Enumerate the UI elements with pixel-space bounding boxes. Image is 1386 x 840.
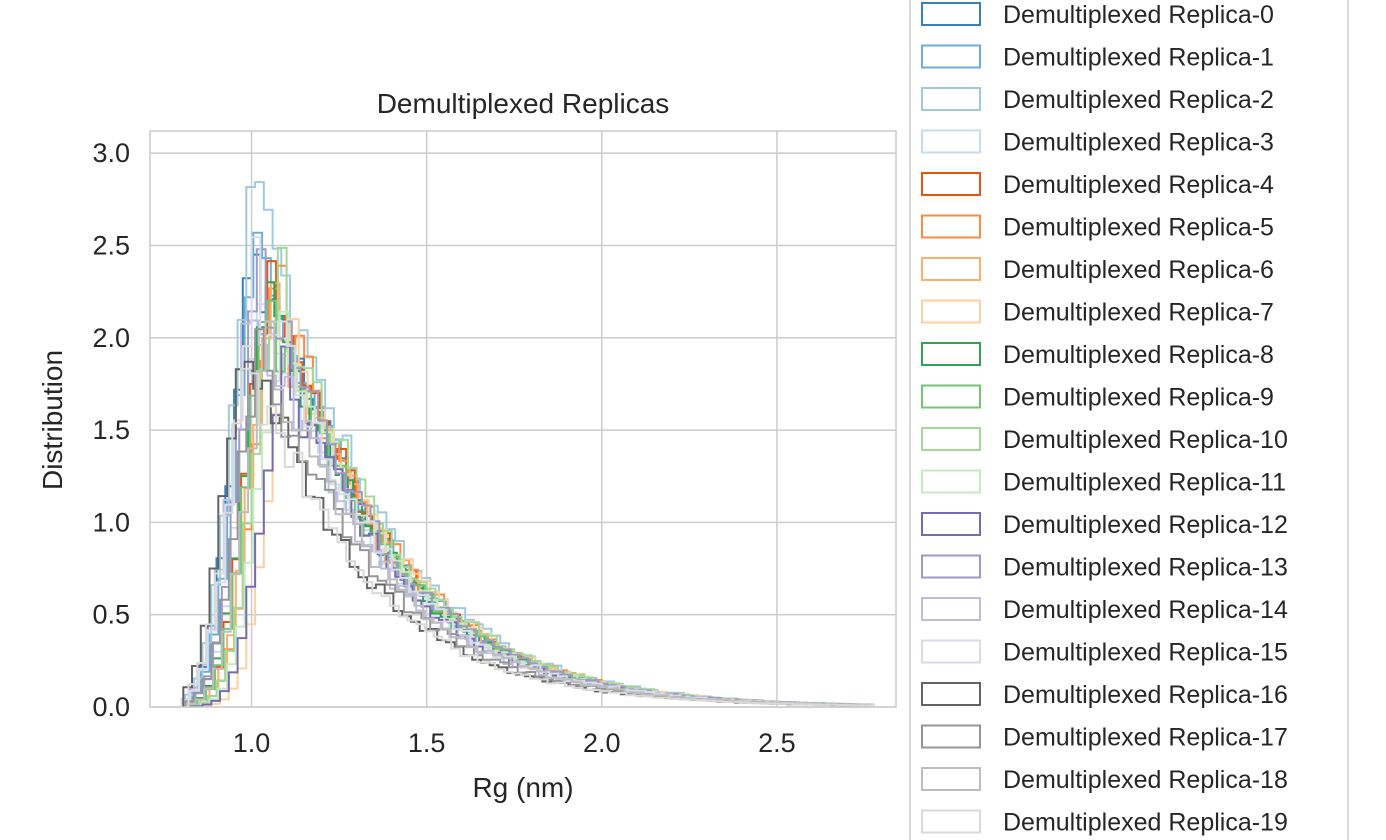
legend-item: Demultiplexed Replica-13 <box>921 554 1288 582</box>
legend-label: Demultiplexed Replica-1 <box>1003 44 1274 72</box>
legend-swatch <box>921 767 981 791</box>
legend-item: Demultiplexed Replica-14 <box>921 596 1288 624</box>
legend-swatch <box>921 257 981 281</box>
legend-swatch <box>921 87 981 111</box>
legend-label: Demultiplexed Replica-8 <box>1003 341 1274 369</box>
y-axis-ticks: 0.0 0.5 1.0 1.5 2.0 2.5 3.0 <box>92 138 130 722</box>
legend-label: Demultiplexed Replica-7 <box>1003 299 1274 327</box>
legend-label: Demultiplexed Replica-19 <box>1003 809 1288 837</box>
histogram-series-15 <box>180 236 875 707</box>
histogram-series-19 <box>187 367 873 707</box>
legend-label: Demultiplexed Replica-3 <box>1003 129 1274 157</box>
legend-label: Demultiplexed Replica-6 <box>1003 256 1274 284</box>
y-axis-title: Distribution <box>37 350 68 490</box>
legend-item: Demultiplexed Replica-1 <box>921 44 1274 72</box>
legend-item: Demultiplexed Replica-8 <box>921 341 1274 369</box>
legend-item: Demultiplexed Replica-17 <box>921 724 1288 752</box>
legend-swatch <box>921 129 981 154</box>
legend-frame <box>909 0 1349 840</box>
legend-label: Demultiplexed Replica-2 <box>1003 86 1274 114</box>
legend-label: Demultiplexed Replica-15 <box>1003 639 1288 667</box>
y-tick-label: 1.5 <box>92 415 130 445</box>
legend-item: Demultiplexed Replica-15 <box>921 639 1288 667</box>
y-tick-label: 0.0 <box>92 692 130 722</box>
legend-item: Demultiplexed Replica-0 <box>921 1 1274 29</box>
x-axis-title: Rg (nm) <box>472 772 573 803</box>
legend-label: Demultiplexed Replica-5 <box>1003 214 1274 242</box>
legend-swatch <box>921 639 981 664</box>
x-axis-ticks: 1.0 1.5 2.0 2.5 <box>233 728 796 758</box>
legend-item: Demultiplexed Replica-11 <box>921 469 1286 497</box>
x-tick-label: 2.5 <box>758 728 796 758</box>
legend-label: Demultiplexed Replica-11 <box>1003 469 1286 497</box>
legend-swatch <box>921 384 981 409</box>
legend-item: Demultiplexed Replica-4 <box>921 171 1274 199</box>
chart-title: Demultiplexed Replicas <box>377 88 670 119</box>
y-tick-label: 3.0 <box>92 138 130 168</box>
legend-label: Demultiplexed Replica-17 <box>1003 724 1288 752</box>
legend-label: Demultiplexed Replica-14 <box>1003 596 1288 624</box>
legend-label: Demultiplexed Replica-13 <box>1003 554 1288 582</box>
legend-swatch <box>921 214 981 239</box>
x-tick-label: 1.5 <box>408 728 446 758</box>
legend-item: Demultiplexed Replica-7 <box>921 299 1274 327</box>
legend-item: Demultiplexed Replica-9 <box>921 384 1274 412</box>
legend-label: Demultiplexed Replica-10 <box>1003 426 1288 454</box>
legend-label: Demultiplexed Replica-16 <box>1003 681 1288 709</box>
legend-swatch <box>921 597 981 621</box>
legend: Demultiplexed Replica-0 Demultiplexed Rep… <box>909 0 1349 840</box>
legend-swatch <box>921 809 981 834</box>
histogram-series-12 <box>184 345 869 708</box>
legend-item: Demultiplexed Replica-18 <box>921 766 1288 794</box>
legend-item: Demultiplexed Replica-10 <box>921 426 1288 454</box>
legend-items: Demultiplexed Replica-0 Demultiplexed Rep… <box>921 1 1288 837</box>
legend-swatch <box>921 554 981 579</box>
legend-label: Demultiplexed Replica-9 <box>1003 384 1274 412</box>
histogram-series-18 <box>185 320 871 707</box>
legend-label: Demultiplexed Replica-0 <box>1003 1 1274 29</box>
y-tick-label: 1.0 <box>92 507 130 537</box>
legend-item: Demultiplexed Replica-12 <box>921 511 1288 539</box>
legend-swatch <box>921 342 981 366</box>
legend-label: Demultiplexed Replica-4 <box>1003 171 1274 199</box>
y-tick-label: 2.0 <box>92 323 130 353</box>
legend-item: Demultiplexed Replica-6 <box>921 256 1274 284</box>
legend-swatch <box>921 469 981 494</box>
legend-swatch <box>921 44 981 69</box>
legend-swatch <box>921 512 981 536</box>
legend-item: Demultiplexed Replica-16 <box>921 681 1288 709</box>
legend-item: Demultiplexed Replica-19 <box>921 809 1288 837</box>
legend-swatch <box>921 682 981 706</box>
legend-item: Demultiplexed Replica-5 <box>921 214 1274 242</box>
legend-label: Demultiplexed Replica-12 <box>1003 511 1288 539</box>
legend-item: Demultiplexed Replica-2 <box>921 86 1274 114</box>
legend-swatch <box>921 299 981 324</box>
x-tick-label: 1.0 <box>233 728 271 758</box>
histogram-series-group <box>180 181 875 708</box>
y-tick-label: 2.5 <box>92 230 130 260</box>
legend-swatch <box>921 2 981 26</box>
x-tick-label: 2.0 <box>583 728 621 758</box>
legend-swatch <box>921 427 981 451</box>
legend-label: Demultiplexed Replica-18 <box>1003 766 1288 794</box>
plot-area-frame <box>149 130 897 708</box>
legend-swatch <box>921 172 981 196</box>
legend-item: Demultiplexed Replica-3 <box>921 129 1274 157</box>
legend-swatch <box>921 724 981 749</box>
y-tick-label: 0.5 <box>92 600 130 630</box>
